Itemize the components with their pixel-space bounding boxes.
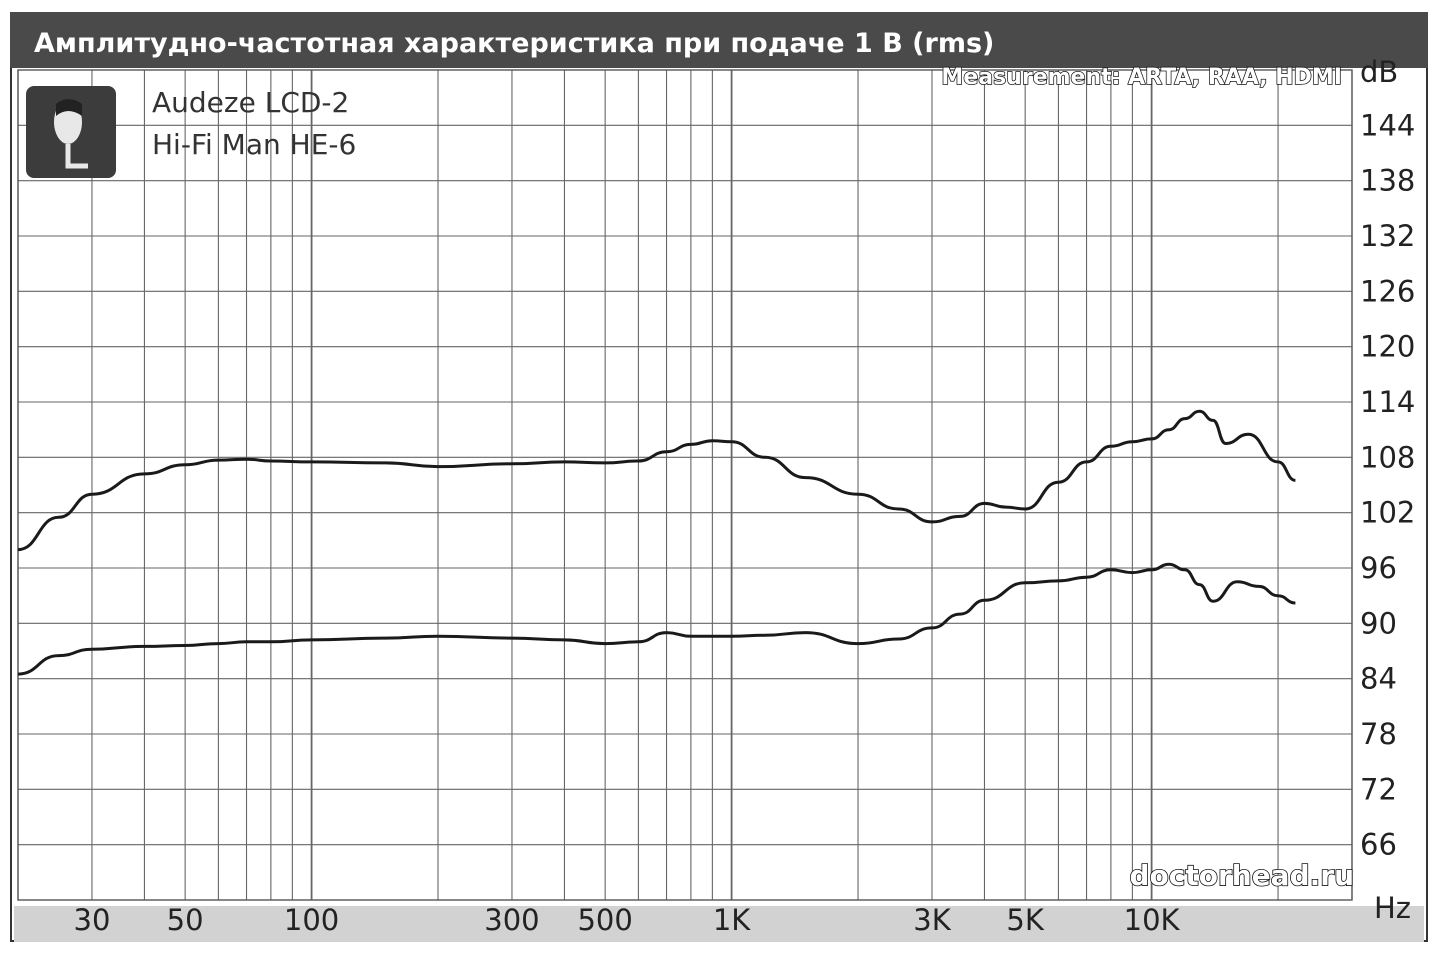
x-tick-label: 500 — [577, 903, 632, 937]
title-bar: Амплитудно-частотная характеристика при … — [10, 12, 1428, 68]
x-tick-label: 10K — [1124, 903, 1181, 937]
y-tick-label: 66 — [1360, 828, 1397, 862]
legend-series-1: Audeze LCD-2 — [152, 86, 349, 119]
y-tick-label: 102 — [1360, 496, 1415, 530]
y-tick-label: 108 — [1360, 440, 1415, 474]
series-line-1 — [17, 409, 1296, 552]
y-tick-label: 96 — [1360, 551, 1397, 585]
y-tick-label: 78 — [1360, 717, 1397, 751]
x-axis-unit: Hz — [1374, 891, 1411, 925]
x-tick-label: 5K — [1006, 903, 1044, 937]
x-axis-band — [14, 906, 1424, 942]
y-tick-label: 138 — [1360, 164, 1415, 198]
y-tick-label: 144 — [1360, 108, 1415, 142]
y-tick-label: 114 — [1360, 385, 1415, 419]
y-tick-label: 84 — [1360, 662, 1397, 696]
curves — [17, 409, 1296, 676]
y-ticks: 144 138 132 126 120 114 108 102 96 90 84 78 72 66 — [1360, 108, 1415, 861]
y-tick-label: 72 — [1360, 772, 1397, 806]
legend-series-2: Hi-Fi Man HE-6 — [152, 128, 356, 161]
y-tick-label: 126 — [1360, 274, 1415, 308]
credit-text: doctorhead.ru — [1129, 859, 1354, 892]
headphone-logo-icon — [26, 86, 116, 178]
x-tick-label: 30 — [74, 903, 111, 937]
x-tick-label: 300 — [484, 903, 539, 937]
x-tick-label: 100 — [284, 903, 339, 937]
series-line-2 — [17, 562, 1296, 676]
y-tick-label: 120 — [1360, 330, 1415, 364]
plot-border — [17, 69, 1353, 901]
y-tick-label: 90 — [1360, 606, 1397, 640]
y-tick-label: 132 — [1360, 219, 1415, 253]
chart-title: Амплитудно-частотная характеристика при … — [34, 28, 995, 59]
x-tick-label: 1K — [713, 903, 751, 937]
x-tick-label: 3K — [913, 903, 951, 937]
measurement-note: Measurement: ARTA, RAA, HDMI — [941, 65, 1342, 90]
x-tick-label: 50 — [167, 903, 204, 937]
x-ticks: 30 50 100 300 500 1K 3K 5K 10K — [74, 903, 1181, 937]
grid — [17, 69, 1353, 901]
y-axis-unit: dB — [1360, 55, 1398, 89]
